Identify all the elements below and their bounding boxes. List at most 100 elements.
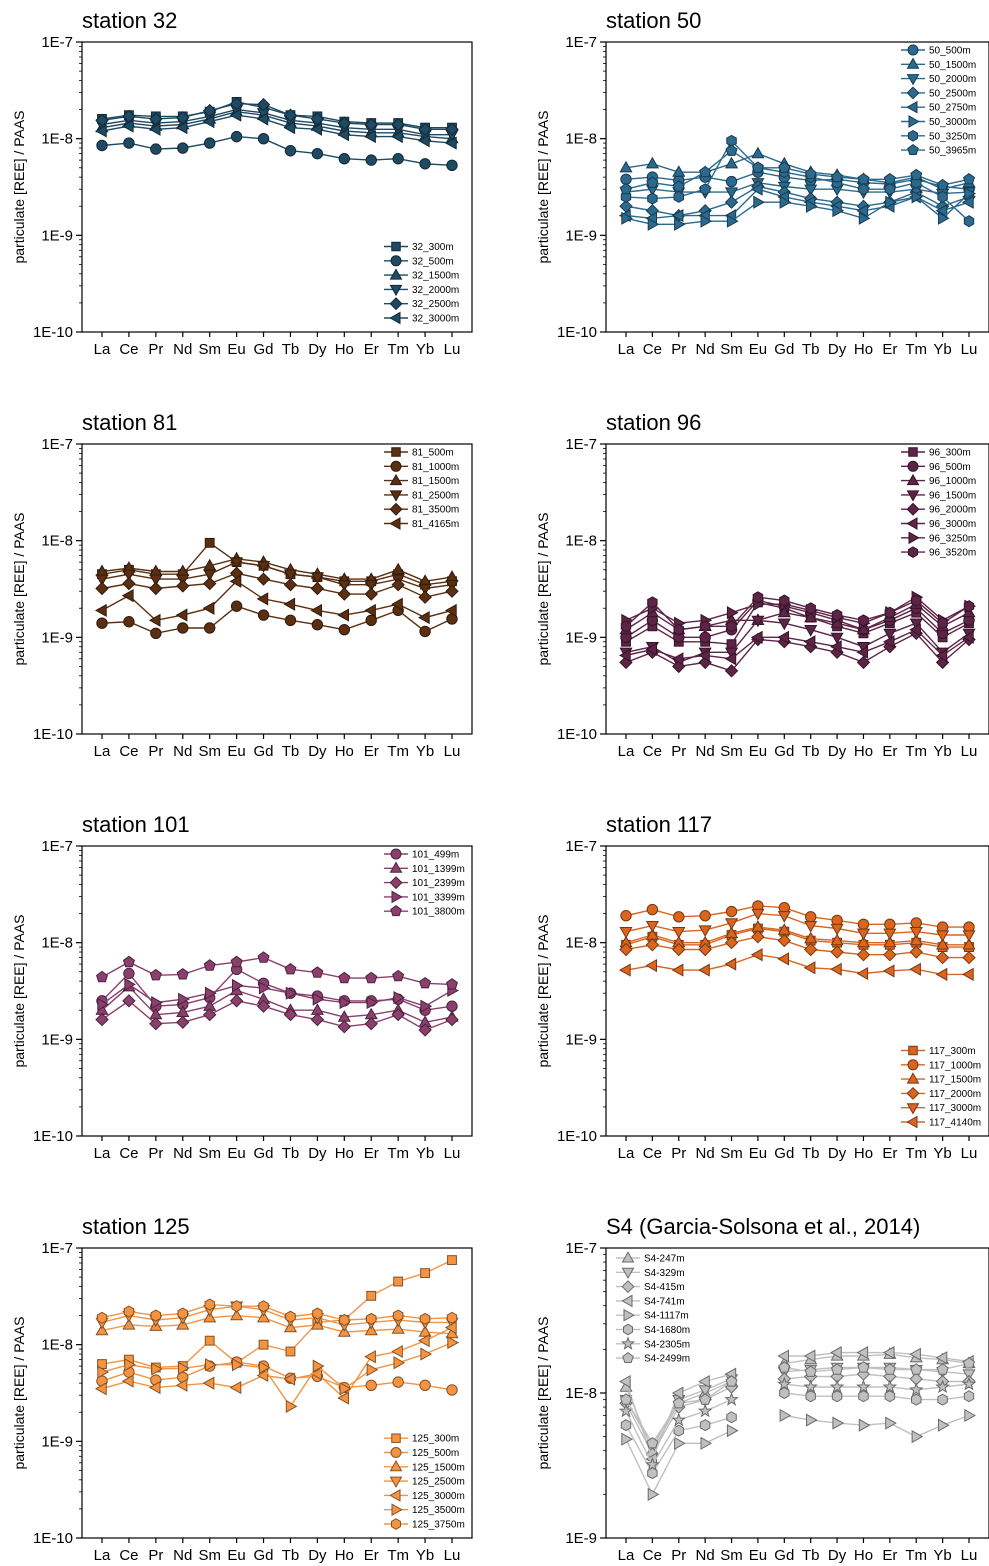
- marker-pentagon: [230, 955, 243, 968]
- marker-pentagon: [203, 959, 216, 971]
- marker-hexagon: [446, 1311, 458, 1324]
- marker-diamond: [724, 664, 739, 678]
- marker-diamond: [256, 572, 271, 586]
- x-tick-label: Tm: [905, 743, 927, 760]
- y-axis-label: particulate [REE] / PAAS: [535, 110, 551, 263]
- x-tick-label: Gd: [774, 1145, 794, 1162]
- x-tick-label: Dy: [308, 1145, 327, 1162]
- marker-triangle-up: [936, 937, 950, 950]
- series-line: [101, 1305, 452, 1326]
- marker-triangle-right: [393, 991, 406, 1005]
- marker-hexagon: [204, 1298, 215, 1311]
- marker-triangle-right: [832, 1416, 845, 1430]
- series-line: [625, 912, 969, 936]
- legend: 96_300m 96_500m 96_1000m 96_1500m 96_2000m 96…: [901, 447, 976, 559]
- y-tick-label: 1E-7: [41, 838, 73, 855]
- legend-label: 96_3000m: [929, 519, 976, 530]
- series-line: [625, 926, 969, 946]
- marker-pentagon: [725, 144, 738, 156]
- x-tick-label: Tb: [282, 743, 300, 760]
- legend: 50_500m 50_1500m 50_2000m 50_2500m 50_2750m 5…: [901, 44, 976, 157]
- x-tick-label: Dy: [308, 743, 327, 760]
- marker-diamond: [337, 587, 352, 601]
- x-tick-label: Pr: [671, 1547, 686, 1564]
- marker-pentagon: [907, 143, 919, 155]
- marker-triangle-right: [621, 1432, 634, 1446]
- marker-square: [908, 1045, 918, 1056]
- marker-triangle-right: [726, 1424, 739, 1438]
- series-32_500m: [96, 130, 458, 172]
- y-tick-label: 1E-8: [565, 533, 597, 550]
- marker-hexagon: [884, 606, 896, 619]
- y-tick-label: 1E-10: [33, 324, 73, 341]
- x-tick-label: Nd: [173, 1547, 192, 1564]
- x-tick-label: Ho: [335, 743, 354, 760]
- x-tick-label: Ho: [335, 341, 354, 358]
- marker-hexagon: [96, 1311, 108, 1324]
- marker-circle: [390, 255, 402, 267]
- legend-label: S4-415m: [644, 1282, 685, 1293]
- series-96_3520m: [620, 591, 975, 636]
- x-tick-label: Sm: [720, 1547, 743, 1564]
- series-line: [101, 561, 453, 590]
- legend-label: 81_2500m: [412, 490, 459, 501]
- marker-diamond: [122, 994, 136, 1008]
- y-tick-label: 1E-8: [565, 935, 597, 952]
- marker-diamond: [418, 590, 432, 604]
- marker-triangle-right: [391, 1503, 403, 1517]
- marker-circle: [910, 917, 922, 929]
- legend: 81_500m 81_1000m 81_1500m 81_2500m 81_3500m 8…: [384, 447, 459, 530]
- marker-triangle-down: [962, 930, 976, 943]
- marker-triangle-right: [178, 992, 190, 1006]
- x-tick-label: Ce: [643, 1145, 662, 1162]
- marker-triangle-left: [391, 1344, 403, 1359]
- marker-triangle-left: [418, 611, 430, 625]
- marker-diamond: [619, 942, 633, 957]
- legend: 101_499m 101_1399m 101_2399m 101_3399m 101_3…: [384, 848, 465, 918]
- legend: S4-247m S4-329m S4-415m S4-741m S4-1117m S4-1…: [616, 1251, 690, 1365]
- legend-label: 125_3750m: [412, 1520, 465, 1531]
- marker-triangle-right: [124, 1358, 136, 1372]
- marker-triangle-up: [906, 1072, 920, 1084]
- marker-diamond: [389, 876, 403, 890]
- marker-triangle-right: [151, 1362, 163, 1376]
- marker-triangle-down: [364, 580, 378, 592]
- marker-diamond: [176, 1015, 190, 1030]
- marker-star: [620, 1336, 636, 1350]
- x-tick-label: Dy: [308, 1547, 327, 1564]
- marker-circle: [230, 130, 243, 143]
- marker-diamond: [445, 122, 459, 137]
- marker-triangle-up: [909, 933, 923, 946]
- marker-triangle-right: [964, 1408, 977, 1423]
- marker-circle: [419, 625, 431, 638]
- marker-hexagon: [752, 591, 764, 604]
- marker-hexagon: [150, 1309, 162, 1322]
- marker-triangle-left: [906, 1115, 918, 1129]
- marker-hexagon: [805, 602, 816, 615]
- marker-triangle-up: [230, 1308, 244, 1321]
- marker-triangle-up: [906, 57, 920, 69]
- marker-triangle-left: [418, 1334, 430, 1348]
- x-tick-label: Yb: [416, 1547, 434, 1564]
- x-tick-label: Tb: [802, 1145, 820, 1162]
- series-125_1500m: [95, 1308, 459, 1339]
- marker-circle: [699, 910, 711, 922]
- marker-triangle-right: [911, 190, 924, 204]
- marker-triangle-down: [777, 911, 791, 923]
- marker-triangle-down: [672, 927, 686, 939]
- legend-label: S4-1680m: [644, 1325, 690, 1336]
- marker-triangle-down: [698, 925, 712, 938]
- marker-diamond: [202, 576, 217, 591]
- marker-pentagon: [257, 951, 270, 963]
- marker-diamond: [364, 117, 378, 132]
- marker-triangle-right: [753, 195, 765, 209]
- x-tick-label: Sm: [198, 341, 221, 358]
- marker-triangle-left: [777, 1349, 789, 1363]
- x-tick-label: Er: [882, 1145, 897, 1162]
- marker-triangle-left: [389, 517, 401, 530]
- x-tick-label: Yb: [933, 1547, 951, 1564]
- marker-triangle-left: [618, 963, 631, 977]
- marker-triangle-left: [310, 122, 322, 136]
- marker-pentagon: [419, 976, 432, 989]
